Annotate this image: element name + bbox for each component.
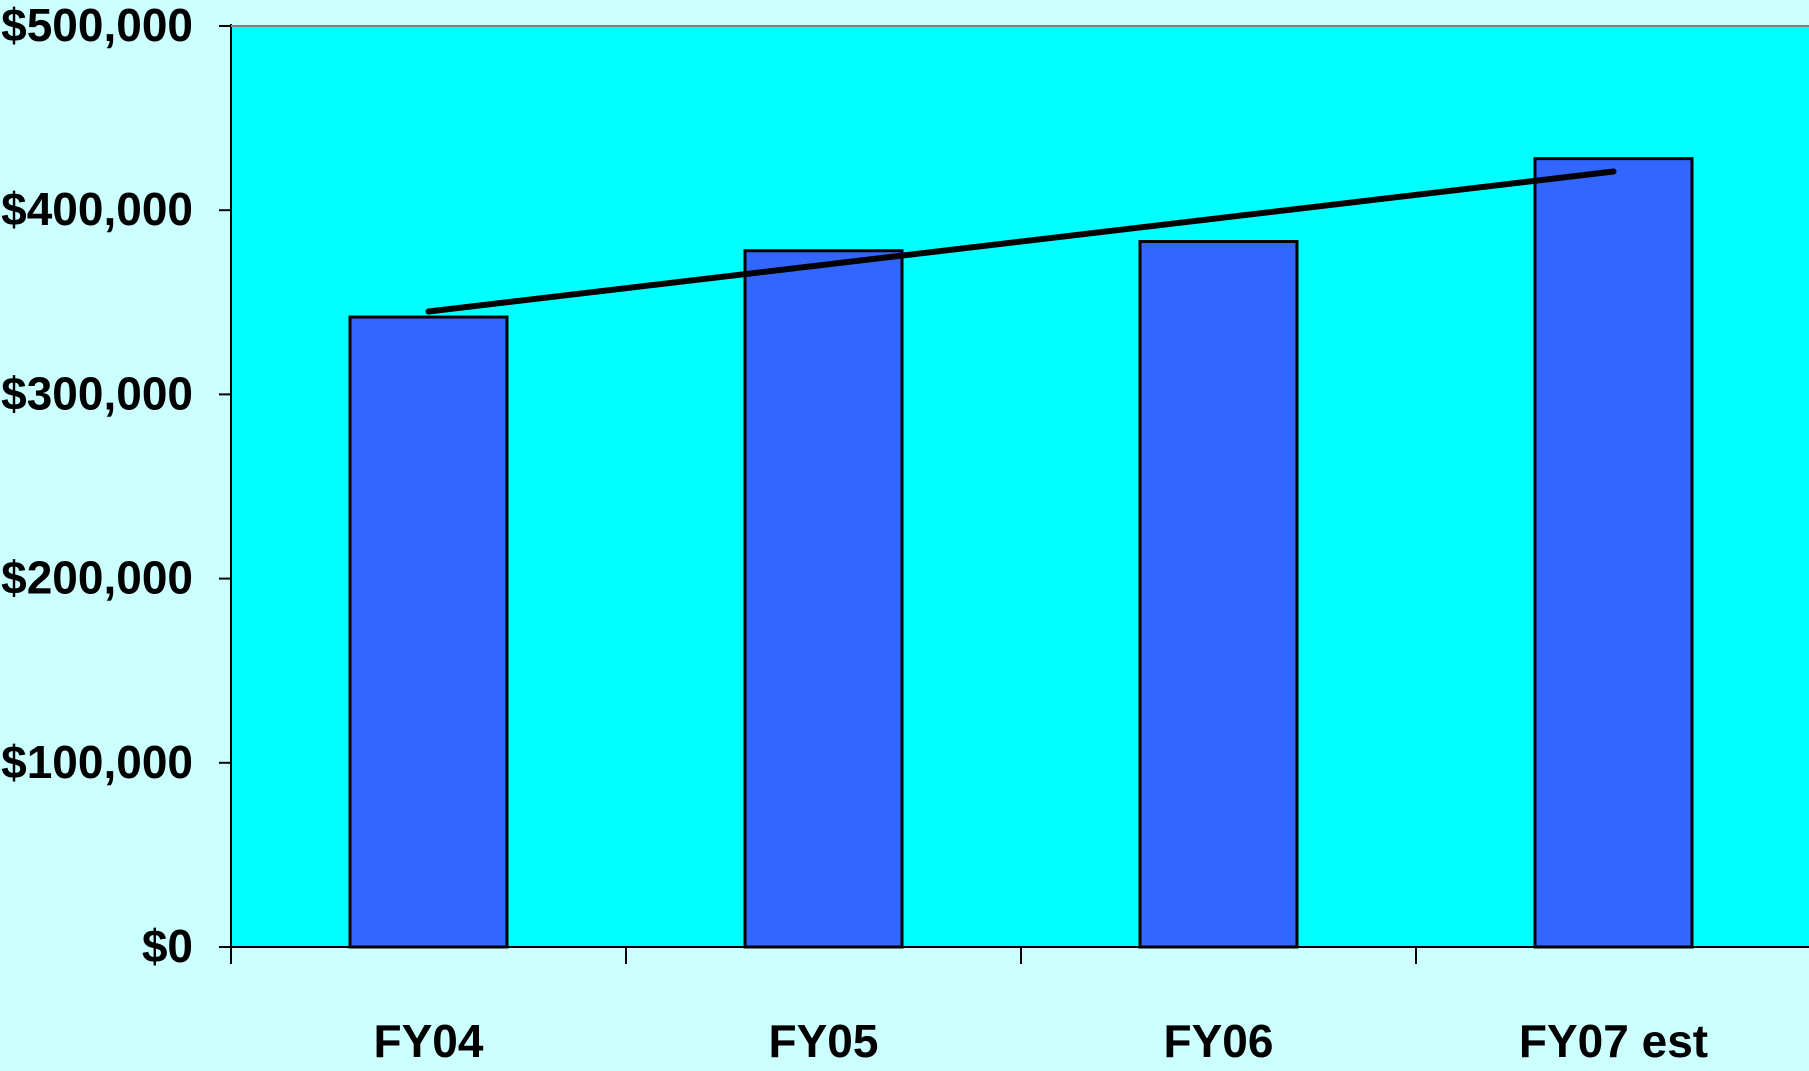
y-tick-label: $400,000	[1, 183, 193, 235]
x-tick-label: FY07 est	[1519, 1015, 1708, 1066]
x-tick-label: FY06	[1164, 1015, 1274, 1066]
bar-fy07-est	[1535, 159, 1692, 947]
bar-fy05	[745, 251, 902, 947]
y-tick-label: $0	[142, 920, 193, 972]
y-tick-label: $100,000	[1, 736, 193, 788]
bar-fy04	[350, 317, 507, 947]
x-tick-label: FY05	[769, 1015, 879, 1066]
y-tick-label: $200,000	[1, 552, 193, 604]
y-tick-label: $300,000	[1, 367, 193, 419]
x-tick-labels: FY04 FY05 FY06 FY07 est	[374, 1015, 1709, 1066]
y-tick-labels: $0 $100,000 $200,000 $300,000 $400,000 $500,0…	[1, 0, 193, 972]
y-tick-label: $500,000	[1, 0, 193, 51]
bar-fy06	[1140, 242, 1297, 947]
x-tick-label: FY04	[374, 1015, 484, 1066]
